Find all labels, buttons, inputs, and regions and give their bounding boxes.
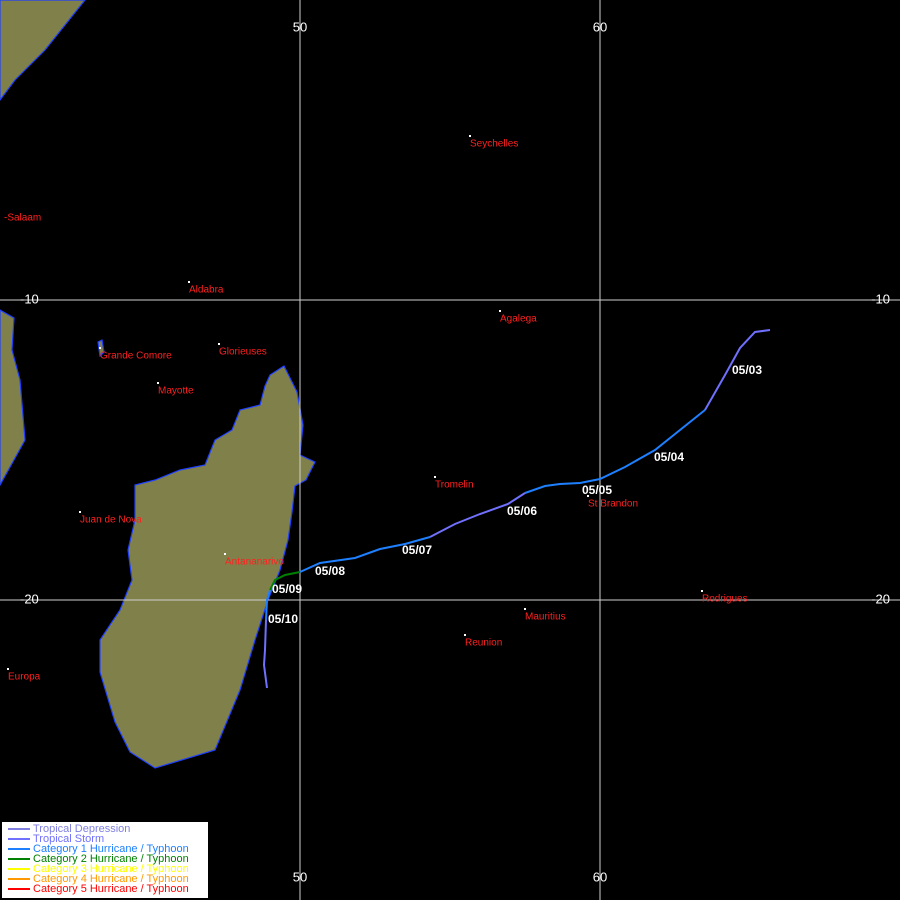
place-label: Agalega [500, 314, 537, 325]
place-dot [157, 382, 159, 384]
place-dot [224, 553, 226, 555]
legend-box [2, 822, 208, 898]
place-dot [434, 476, 436, 478]
lat-label: -10 [871, 291, 890, 306]
lon-label: 60 [593, 19, 607, 34]
place-label: Mauritius [525, 612, 566, 623]
place-label: Grande Comore [100, 351, 172, 362]
track-segment [429, 492, 526, 538]
place-dot [7, 668, 9, 670]
track-segment [265, 589, 271, 621]
legend-label: Category 2 Hurricane / Typhoon [33, 853, 189, 865]
legend-label: Tropical Depression [33, 823, 130, 835]
track-segment [524, 409, 706, 494]
legend-label: Tropical Storm [33, 833, 104, 845]
place-label: Antananarivo [225, 557, 284, 568]
place-dot [188, 281, 190, 283]
place-label: Mayotte [158, 386, 194, 397]
date-label: 05/09 [272, 582, 302, 596]
lat-label: -10 [20, 291, 39, 306]
legend-label: Category 1 Hurricane / Typhoon [33, 843, 189, 855]
place-dot [469, 135, 471, 137]
date-label: 05/08 [315, 564, 345, 578]
place-dot [218, 343, 220, 345]
place-dot [79, 511, 81, 513]
place-label: Juan de Nova [80, 515, 142, 526]
date-label: 05/07 [402, 543, 432, 557]
place-dot [464, 634, 466, 636]
date-label: 05/04 [654, 450, 684, 464]
africa-coast [0, 309, 26, 487]
track-segment [299, 536, 431, 573]
place-label: Reunion [465, 638, 502, 649]
labels: 50 50 60 60 -10 -10 -20 -20 Seychelles -Salaam Ald… [4, 19, 890, 884]
place-label: Glorieuses [219, 347, 267, 358]
date-label: 05/10 [268, 612, 298, 626]
date-label: 05/05 [582, 483, 612, 497]
legend-label: Category 5 Hurricane / Typhoon [33, 883, 189, 895]
track [262, 329, 771, 689]
lon-label: 50 [293, 869, 307, 884]
place-label: Seychelles [470, 139, 518, 150]
place-label: Europa [8, 672, 41, 683]
place-dot [99, 347, 101, 349]
place-dot [524, 608, 526, 610]
track-segment [704, 329, 771, 411]
track-segment [269, 571, 301, 591]
place-label: Aldabra [189, 285, 224, 296]
lat-label: -20 [871, 591, 890, 606]
place-dot [587, 495, 589, 497]
lon-label: 60 [593, 869, 607, 884]
place-label: -Salaam [4, 213, 41, 224]
legend-label: Category 3 Hurricane / Typhoon [33, 863, 189, 875]
place-dot [701, 590, 703, 592]
place-label: Rodrigues [702, 594, 748, 605]
track-segment [262, 619, 268, 689]
place-label: St Brandon [588, 499, 638, 510]
madagascar [99, 365, 316, 769]
africa [0, 0, 86, 101]
legend-label: Category 4 Hurricane / Typhoon [33, 873, 189, 885]
place-label: Tromelin [435, 480, 474, 491]
date-label: 05/03 [732, 363, 762, 377]
place-dot [499, 310, 501, 312]
date-label: 05/06 [507, 504, 537, 518]
lon-label: 50 [293, 19, 307, 34]
lat-label: -20 [20, 591, 39, 606]
